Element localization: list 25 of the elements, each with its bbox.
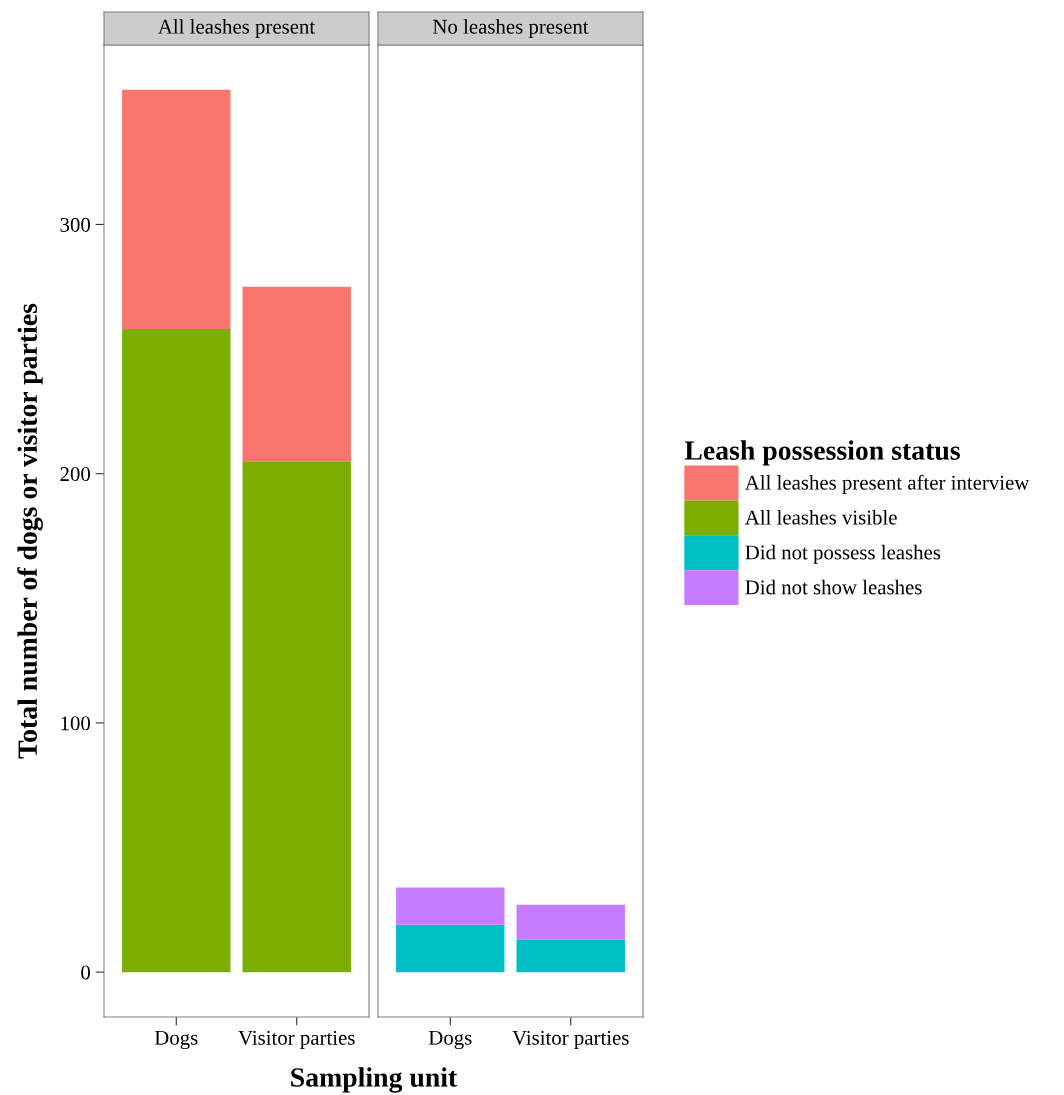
legend-label: All leashes visible <box>744 509 897 525</box>
x-tick-label: Visitor parties <box>512 1030 629 1050</box>
legend-label: All leashes present after interview <box>744 474 1030 494</box>
bar <box>516 939 625 973</box>
chart-title: All leashes present <box>158 19 316 38</box>
bar <box>242 461 351 973</box>
legend-label: Did not show leashes <box>745 579 922 595</box>
y-tick-label: 0 <box>81 965 91 980</box>
x-tick-label: Dogs <box>428 1030 472 1050</box>
legend-title: Leash possession status <box>684 440 960 466</box>
bar <box>122 329 231 973</box>
chart-title: No leashes present <box>433 19 589 38</box>
bar <box>516 904 625 940</box>
y-axis-title: Total number of dogs or visitor parties <box>17 303 43 759</box>
x-tick-label: Dogs <box>154 1030 198 1050</box>
text: Sampling unit <box>291 1067 458 1093</box>
bar <box>396 924 505 973</box>
y-tick-label: 100 <box>61 716 91 731</box>
bar <box>396 887 505 925</box>
x-tick-label: Visitor parties <box>238 1030 355 1050</box>
y-tick-label: 300 <box>60 217 91 232</box>
legend-label: Did not possess leashes <box>745 544 941 564</box>
bar <box>122 89 231 330</box>
bar <box>242 286 351 462</box>
y-tick-label: 200 <box>60 467 91 482</box>
